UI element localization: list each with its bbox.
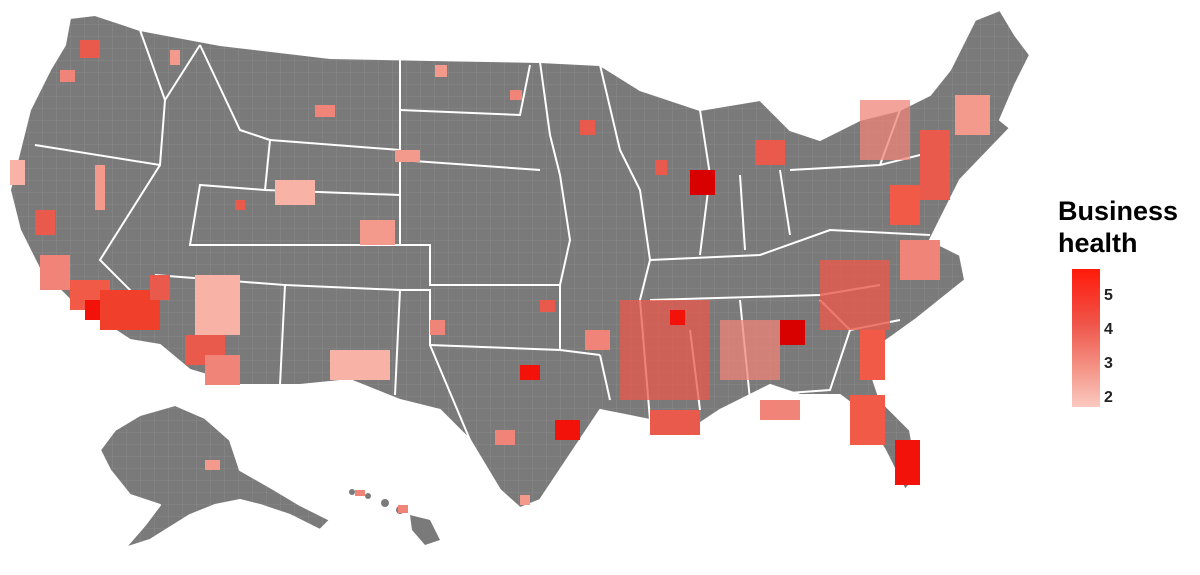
high-value-counties [10, 40, 990, 513]
legend-title-line1: Business [1058, 196, 1179, 226]
legend-title-line2: health [1058, 228, 1138, 258]
hawaii-shape [349, 489, 440, 545]
legend-color-bar [1072, 269, 1100, 407]
legend-tick-5: 5 [1104, 287, 1113, 304]
legend-tick-3: 3 [1104, 355, 1113, 372]
color-legend: Business health 5 4 3 2 [1058, 195, 1198, 407]
legend-tick-4: 4 [1104, 321, 1113, 338]
alaska-shape [99, 404, 331, 549]
legend-title: Business health [1058, 195, 1198, 259]
legend-tick-2: 2 [1104, 389, 1113, 406]
